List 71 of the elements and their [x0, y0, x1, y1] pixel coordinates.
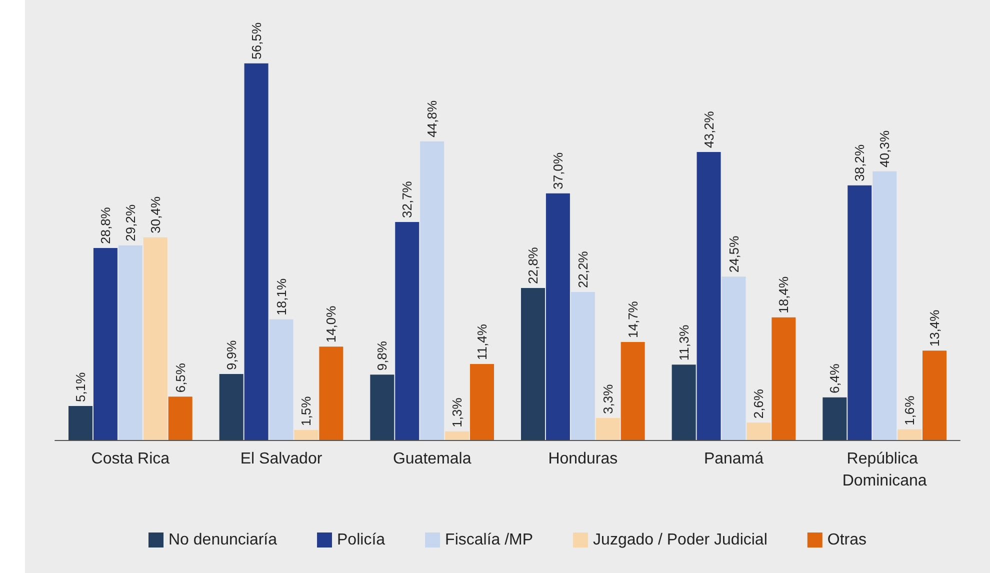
- data-label: 28,8%: [98, 206, 113, 244]
- bar: [822, 397, 847, 440]
- bar: [269, 319, 294, 440]
- data-label: 11,4%: [474, 324, 490, 360]
- bar: [570, 292, 595, 440]
- x-tick-label: Panamá: [704, 450, 764, 468]
- data-label: 22,8%: [525, 246, 540, 284]
- x-tick-label: República Dominicana: [842, 450, 927, 490]
- data-label: 14,0%: [324, 305, 339, 343]
- data-label: 9,9%: [224, 340, 239, 370]
- data-label: 56,5%: [248, 22, 264, 60]
- legend-label: No denunciaría: [168, 532, 278, 548]
- data-label: 30,4%: [148, 196, 163, 234]
- data-label: 43,2%: [701, 110, 716, 148]
- bar: [772, 317, 796, 440]
- bar: [746, 422, 771, 440]
- legend-label: Fiscalía /MP: [445, 532, 534, 548]
- data-label: 5,1%: [72, 372, 88, 402]
- bar: [696, 152, 721, 440]
- data-label: 40,3%: [877, 130, 892, 168]
- bar: [722, 276, 746, 440]
- data-label: 6,5%: [172, 362, 188, 393]
- bar: [420, 141, 444, 440]
- bar: [470, 364, 494, 440]
- data-label: 32,7%: [400, 180, 415, 218]
- data-label: 29,2%: [122, 204, 138, 242]
- data-label: 44,8%: [424, 100, 440, 138]
- data-label: 24,5%: [726, 235, 742, 273]
- data-label: 1,5%: [298, 396, 314, 426]
- bar: [395, 222, 420, 440]
- bar: [118, 245, 142, 440]
- data-label: 9,8%: [374, 340, 390, 371]
- bar: [672, 364, 696, 440]
- bar: [620, 342, 645, 440]
- data-label: 6,4%: [827, 363, 842, 394]
- bar: [93, 248, 118, 440]
- bar: [219, 374, 244, 440]
- data-label: 38,2%: [852, 144, 868, 182]
- x-tick-label: El Salvador: [240, 450, 323, 468]
- bar: [244, 63, 268, 440]
- x-tick-label: Costa Rica: [91, 450, 170, 468]
- bar: [168, 396, 192, 440]
- bar: [445, 431, 470, 440]
- data-label: 2,6%: [751, 388, 766, 419]
- x-tick-label: Guatemala: [392, 450, 472, 468]
- data-label: 14,7%: [625, 300, 640, 338]
- data-label: 18,1%: [274, 278, 289, 316]
- data-label: 11,3%: [676, 324, 692, 361]
- bar: [143, 237, 168, 440]
- bar: [546, 193, 570, 440]
- legend-label: Juzgado / Poder Judicial: [593, 532, 768, 548]
- bar: [294, 430, 318, 440]
- bar: [848, 185, 872, 440]
- bar: [898, 429, 922, 440]
- data-label: 1,3%: [450, 397, 465, 428]
- x-tick-label: Honduras: [548, 450, 618, 468]
- bar: [520, 288, 545, 440]
- bar: [68, 406, 92, 440]
- data-label: 37,0%: [550, 152, 566, 190]
- bar: [319, 346, 344, 440]
- data-label: 18,4%: [776, 276, 792, 314]
- legend-label: Policía: [337, 532, 386, 548]
- data-label: 3,3%: [600, 384, 616, 414]
- legend-label: Otras: [827, 532, 867, 548]
- bar: [596, 418, 620, 440]
- bar: [872, 171, 897, 440]
- bar: [922, 350, 947, 440]
- data-label: 22,2%: [575, 250, 590, 288]
- data-label: 13,4%: [927, 309, 942, 347]
- data-label: 1,6%: [902, 395, 918, 426]
- bar: [370, 374, 394, 440]
